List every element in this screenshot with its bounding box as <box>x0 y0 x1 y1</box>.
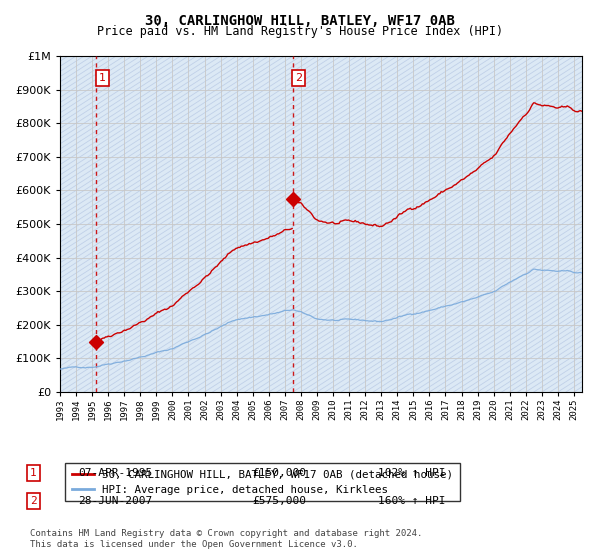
Legend: 30, CARLINGHOW HILL, BATLEY, WF17 0AB (detached house), HPI: Average price, deta: 30, CARLINGHOW HILL, BATLEY, WF17 0AB (d… <box>65 463 460 501</box>
Text: 160% ↑ HPI: 160% ↑ HPI <box>378 496 445 506</box>
Text: Contains HM Land Registry data © Crown copyright and database right 2024.
This d: Contains HM Land Registry data © Crown c… <box>30 529 422 549</box>
Text: 1: 1 <box>30 468 37 478</box>
Text: 102% ↑ HPI: 102% ↑ HPI <box>378 468 445 478</box>
Text: 30, CARLINGHOW HILL, BATLEY, WF17 0AB: 30, CARLINGHOW HILL, BATLEY, WF17 0AB <box>145 14 455 28</box>
Text: £575,000: £575,000 <box>252 496 306 506</box>
Text: 2: 2 <box>30 496 37 506</box>
Text: 07-APR-1995: 07-APR-1995 <box>78 468 152 478</box>
Text: 1: 1 <box>99 73 106 83</box>
Text: Price paid vs. HM Land Registry's House Price Index (HPI): Price paid vs. HM Land Registry's House … <box>97 25 503 38</box>
Text: 2: 2 <box>295 73 302 83</box>
Text: £150,000: £150,000 <box>252 468 306 478</box>
Text: 28-JUN-2007: 28-JUN-2007 <box>78 496 152 506</box>
